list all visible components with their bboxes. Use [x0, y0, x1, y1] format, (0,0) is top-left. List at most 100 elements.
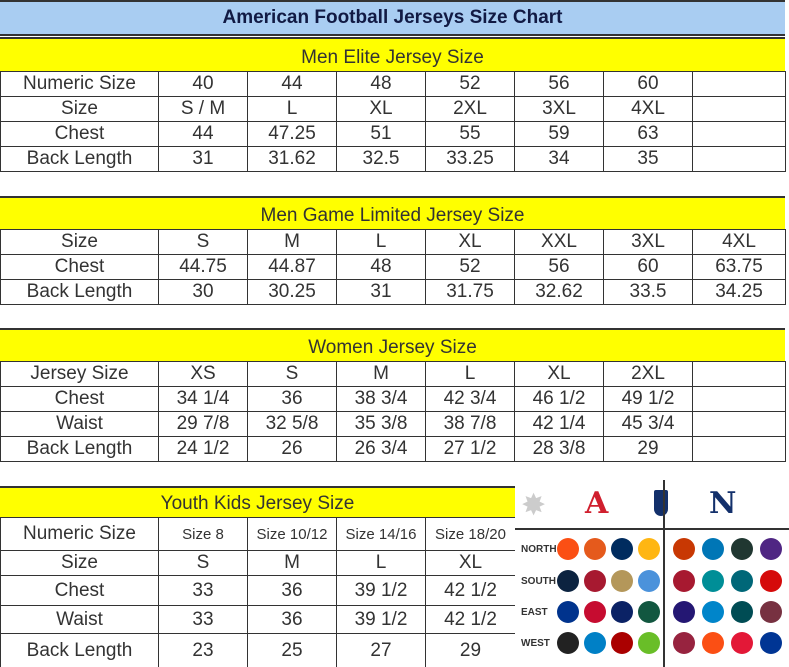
table-cell: XS — [158, 361, 248, 387]
nfc-team-logo-icon — [760, 538, 782, 560]
row-label: Back Length — [0, 146, 159, 172]
table-cell: 29 — [603, 436, 693, 462]
table-cell: 39 1/2 — [336, 605, 426, 634]
table-row: Waist 33 36 39 1/2 42 1/2 — [0, 605, 516, 634]
row-label: Chest — [0, 386, 159, 412]
table-row: Back Length 24 1/2 26 26 3/4 27 1/2 28 3/8 29 — [0, 436, 786, 462]
table-row: Numeric Size 40 44 48 52 56 60 — [0, 71, 786, 97]
afc-team-logo-icon — [611, 538, 633, 560]
nfc-team-logo-icon — [673, 632, 695, 654]
divider — [663, 480, 665, 667]
nfc-team-logo-icon — [673, 570, 695, 592]
row-label: Back Length — [0, 279, 159, 305]
row-label: Waist — [0, 411, 159, 437]
table-cell: 29 7/8 — [158, 411, 248, 437]
table-cell: 3XL — [603, 229, 693, 255]
star-burst-icon: ✸ — [521, 489, 547, 522]
row-label: Chest — [0, 121, 159, 147]
nfc-team-logo-icon — [731, 601, 753, 623]
table-cell: 63 — [603, 121, 693, 147]
division-label-east: EAST — [521, 607, 548, 618]
division-label-north: NORTH — [521, 544, 557, 555]
table-row: Back Length 23 25 27 29 — [0, 633, 516, 667]
afc-team-logo-icon — [638, 538, 660, 560]
table-cell: 46 1/2 — [514, 386, 604, 412]
table-cell: 31 — [336, 279, 426, 305]
youth-size-table: Numeric Size Size 8 Size 10/12 Size 14/16 Si… — [0, 517, 516, 667]
table-cell: 31.62 — [247, 146, 337, 172]
afc-team-logo-icon — [584, 538, 606, 560]
row-label: Size — [0, 229, 159, 255]
nfc-team-logo-icon — [702, 570, 724, 592]
nfc-team-logo-icon — [731, 538, 753, 560]
table-cell: 33 — [158, 605, 248, 634]
table-cell: 56 — [514, 254, 604, 280]
table-cell: 33.5 — [603, 279, 693, 305]
table-cell: 49 1/2 — [603, 386, 693, 412]
table-cell: XL — [425, 229, 515, 255]
table-cell: 31.75 — [425, 279, 515, 305]
youth-section-header: Youth Kids Jersey Size — [0, 486, 515, 517]
row-label: Jersey Size — [0, 361, 159, 387]
table-cell: 45 3/4 — [603, 411, 693, 437]
table-cell: M — [247, 229, 337, 255]
table-cell: 63.75 — [692, 254, 786, 280]
table-cell: S — [247, 361, 337, 387]
row-label: Size — [0, 96, 159, 122]
table-cell: 30.25 — [247, 279, 337, 305]
nfc-team-logo-icon — [702, 601, 724, 623]
table-cell: 29 — [425, 633, 516, 667]
table-cell: Size 14/16 — [336, 517, 426, 551]
division-label-west: WEST — [521, 638, 550, 649]
table-row: Numeric Size Size 8 Size 10/12 Size 14/16 Si… — [0, 517, 516, 551]
nfc-team-logo-icon — [760, 601, 782, 623]
table-cell: 60 — [603, 254, 693, 280]
afc-logo: A — [585, 486, 609, 521]
table-cell: 52 — [425, 254, 515, 280]
table-cell: 4XL — [692, 229, 786, 255]
division-label-south: SOUTH — [521, 576, 556, 587]
afc-team-logo-icon — [638, 632, 660, 654]
nfc-team-logo-icon — [673, 601, 695, 623]
row-label: Size — [0, 550, 159, 576]
table-cell: 34 — [514, 146, 604, 172]
nfc-team-logo-icon — [673, 538, 695, 560]
nfc-team-logo-icon — [731, 632, 753, 654]
table-cell: XL — [514, 361, 604, 387]
table-cell: 32.5 — [336, 146, 426, 172]
nfc-logo: N — [709, 486, 737, 521]
afc-team-logo-icon — [557, 632, 579, 654]
table-cell: 35 — [603, 146, 693, 172]
table-cell: M — [247, 550, 337, 576]
table-cell: XL — [336, 96, 426, 122]
women-section-header: Women Jersey Size — [0, 328, 785, 361]
table-cell: Size 8 — [158, 517, 248, 551]
table-cell: L — [425, 361, 515, 387]
table-cell: 33.25 — [425, 146, 515, 172]
table-row: Size S / M L XL 2XL 3XL 4XL — [0, 96, 786, 122]
table-cell: 51 — [336, 121, 426, 147]
table-cell: L — [336, 550, 426, 576]
table-cell — [692, 146, 786, 172]
table-cell: XXL — [514, 229, 604, 255]
table-cell: 2XL — [603, 361, 693, 387]
men-game-limited-size-table: Size S M L XL XXL 3XL 4XL Chest 44.75 44.87 48 52 56 6… — [0, 229, 786, 305]
table-cell: 32 5/8 — [247, 411, 337, 437]
table-row: Chest 33 36 39 1/2 42 1/2 — [0, 575, 516, 606]
afc-team-logo-icon — [557, 570, 579, 592]
table-cell: 48 — [336, 71, 426, 97]
table-cell: 24 1/2 — [158, 436, 248, 462]
table-cell: 44 — [247, 71, 337, 97]
table-cell: 36 — [247, 605, 337, 634]
table-cell: 42 1/2 — [425, 605, 516, 634]
table-cell: 55 — [425, 121, 515, 147]
table-row: Jersey Size XS S M L XL 2XL — [0, 361, 786, 387]
table-cell: XL — [425, 550, 516, 576]
nfl-divisions-logo-panel: ✸ A N NORTH SOUTH EAST WEST — [515, 480, 789, 667]
nfc-team-logo-icon — [760, 632, 782, 654]
table-cell: S — [158, 550, 248, 576]
nfc-team-logo-icon — [760, 570, 782, 592]
table-row: Chest 44 47.25 51 55 59 63 — [0, 121, 786, 147]
table-cell — [692, 386, 786, 412]
